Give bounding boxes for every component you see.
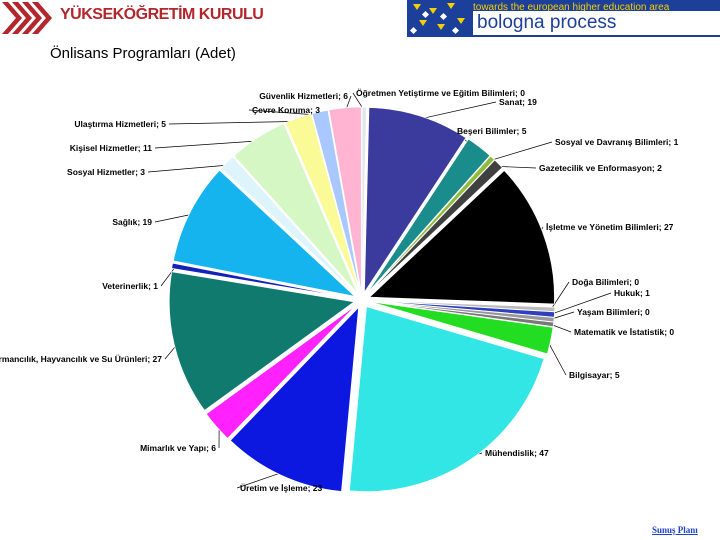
slice-label-muhendislik: Mühendislik; 47	[485, 448, 549, 458]
slice-label-tarim-ormancilik-hayvancilik-ve-su-urunleri: Tarım, Ormancılık, Hayvancılık ve Su Ürü…	[0, 354, 162, 364]
yok-logo: YÜKSEKÖĞRETİM KURULU	[0, 0, 264, 36]
slice-label-sosyal-ve-davranis-bilimleri: Sosyal ve Davranış Bilimleri; 1	[555, 137, 679, 147]
pie-slice-sosyal-hizmetler	[220, 156, 357, 295]
bologna-tagline: towards the european higher education ar…	[473, 2, 670, 13]
slice-label-yasam-bilimleri: Yaşam Bilimleri; 0	[577, 307, 650, 317]
leader-line-bilgisayar	[546, 339, 567, 376]
pie-slice-sanat	[363, 107, 467, 294]
pie-slice-mimarlik-ve-yapi	[205, 304, 357, 440]
leader-line-saglik	[154, 213, 194, 223]
bologna-pattern-icon	[409, 3, 465, 35]
leader-line-hukuk	[550, 292, 612, 315]
slice-label-veterinerlik: Veterinerlik; 1	[102, 281, 158, 291]
pie-slice-ogretmen-yetistirme-ve-egitim-bilimleri	[361, 106, 368, 293]
slice-label-uretim-ve-isleme: Üretim ve İşleme; 23	[240, 483, 322, 493]
leader-line-gazetecilik-ve-enformasyon	[496, 165, 537, 169]
pie-slice-matematik-ve-istatistik	[369, 300, 555, 328]
bologna-banner: towards the european higher education ar…	[407, 0, 720, 37]
slice-label-beseri-bilimler: Beşeri Bilimler; 5	[457, 126, 527, 136]
slice-label-ulastirma-hizmetleri: Ulaştırma Hizmetleri; 5	[74, 119, 166, 129]
slice-label-isletme-ve-yonetim-bilimleri: İşletme ve Yönetim Bilimleri; 27	[546, 222, 674, 232]
pie-slice-guvenlik-hizmetleri	[328, 106, 362, 293]
leader-line-uretim-ve-isleme	[236, 471, 284, 489]
slice-labels: Öğretmen Yetiştirme ve Eğitim Bilimleri;…	[0, 88, 679, 493]
leader-line-doga-bilimleri	[550, 281, 570, 310]
leader-line-sosyal-hizmetler	[147, 164, 230, 173]
pie-slice-tarim-ormancilik-hayvancilik-ve-su-urunleri	[168, 271, 356, 412]
slice-label-cevre-koruma: Çevre Koruma; 3	[252, 105, 320, 115]
slice-label-matematik-ve-istatistik: Matematik ve İstatistik; 0	[574, 327, 674, 337]
slice-label-hukuk: Hukuk; 1	[614, 288, 650, 298]
pie-slice-muhendislik	[348, 306, 545, 492]
slice-label-kisisel-hizmetler: Kişisel Hizmetler; 11	[70, 143, 152, 153]
leader-line-ulastirma-hizmetleri	[168, 121, 300, 125]
page-title: Önlisans Programları (Adet)	[50, 45, 236, 62]
sunus-plani-link[interactable]: Sunuş Planı	[652, 525, 698, 535]
bologna-title: bologna process	[473, 11, 720, 35]
slice-label-doga-bilimleri: Doğa Bilimleri; 0	[572, 277, 639, 287]
pie-slice-bilgisayar	[369, 301, 554, 355]
leader-line-kisisel-hizmetler	[154, 140, 260, 149]
slice-label-guvenlik-hizmetleri: Güvenlik Hizmetleri; 6	[259, 91, 348, 101]
pie-slice-isletme-ve-yonetim-bilimleri	[368, 169, 555, 305]
leader-line-sosyal-ve-davranis-bilimleri	[489, 141, 553, 161]
pie-slice-beseri-bilimler	[366, 138, 491, 294]
pie-slice-ulastirma-hizmetleri	[285, 113, 360, 293]
pie-slices	[168, 106, 556, 492]
slice-label-saglik: Sağlık; 19	[112, 217, 152, 227]
slice-label-gazetecilik-ve-enformasyon: Gazetecilik ve Enformasyon; 2	[539, 163, 662, 173]
pie-slice-cevre-koruma	[311, 109, 361, 293]
slice-label-ogretmen-yetistirme-ve-egitim-bilimleri: Öğretmen Yetiştirme ve Eğitim Bilimleri;…	[356, 88, 525, 98]
leader-line-sanat	[418, 101, 497, 120]
pie-slice-kisisel-hizmetler	[233, 123, 359, 294]
pie-slice-uretim-ve-isleme	[229, 306, 360, 492]
pie-slice-veterinerlik	[171, 262, 355, 299]
pie-slice-saglik	[172, 169, 357, 298]
slice-label-sosyal-hizmetler: Sosyal Hizmetler; 3	[67, 167, 145, 177]
slice-label-bilgisayar: Bilgisayar; 5	[569, 370, 620, 380]
pie-slice-gazetecilik-ve-enformasyon	[367, 159, 503, 295]
yok-emblem-icon	[2, 2, 52, 34]
leader-line-veterinerlik	[160, 266, 176, 287]
slice-label-sanat: Sanat; 19	[499, 97, 537, 107]
slice-label-mimarlik-ve-yapi: Mimarlık ve Yapı; 6	[140, 443, 216, 453]
yok-logo-text: YÜKSEKÖĞRETİM KURULU	[60, 6, 264, 23]
